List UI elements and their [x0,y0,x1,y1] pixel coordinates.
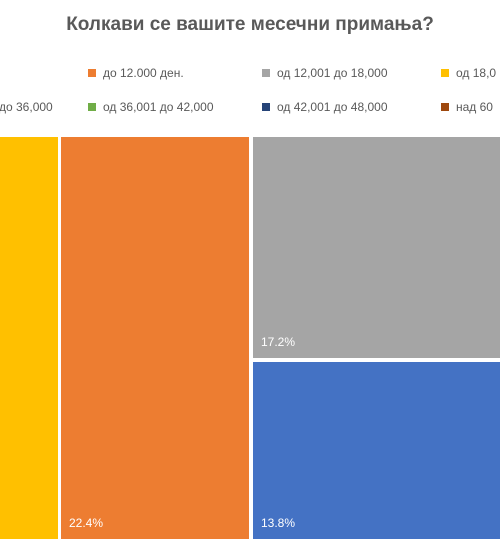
treemap-tile [253,362,500,539]
treemap-data-label: 22.4% [69,516,103,530]
chart-title: Колкави се вашите месечни примања? [66,14,434,35]
legend-swatch [441,103,449,111]
legend-swatch [88,103,96,111]
treemap-tile [0,137,58,539]
treemap-data-label: 17.2% [261,335,295,349]
legend-label: од 12,001 до 18,000 [277,66,388,80]
legend-swatch [441,69,449,77]
treemap-tile [253,137,500,358]
legend-label: од 36,001 до 42,000 [103,100,214,114]
legend-label: од 18,0 [456,66,497,80]
legend-entry-36001-42000: од 36,001 до 42,000 [88,100,214,114]
legend-swatch [262,103,270,111]
legend-label: до 12.000 ден. [103,66,184,80]
legend-label: до 36,000 [0,100,53,114]
legend-entry-12001-18000: од 12,001 до 18,000 [262,66,388,80]
legend-entry-to-36000: до 36,000 [0,100,53,114]
treemap-data-label: 13.8% [261,516,295,530]
legend-label: над 60 [456,100,493,114]
treemap-tile [61,137,249,539]
legend-entry-up-to-12000: до 12.000 ден. [88,66,184,80]
legend-label: од 42,001 до 48,000 [277,100,388,114]
legend-swatch [262,69,270,77]
legend-entry-from-18000: од 18,0 [441,66,496,80]
legend-swatch [88,69,96,77]
legend-entry-42001-48000: од 42,001 до 48,000 [262,100,388,114]
legend-entry-over-60000: над 60 [441,100,493,114]
